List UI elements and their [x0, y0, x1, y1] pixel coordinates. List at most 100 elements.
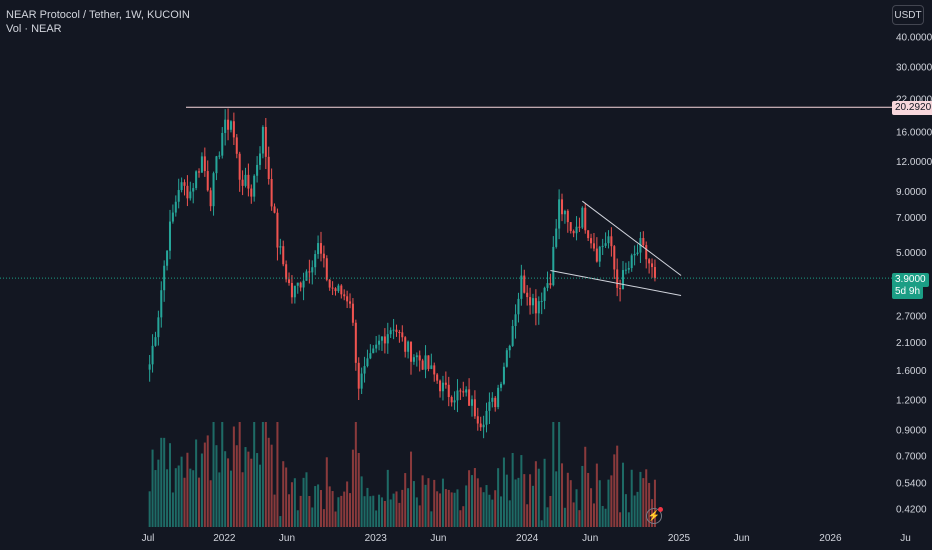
- volume-bar: [590, 488, 593, 527]
- candle-body: [488, 401, 491, 411]
- volume-bar: [633, 495, 636, 527]
- candle-body: [229, 121, 232, 130]
- candle-body: [470, 399, 474, 406]
- candle: [587, 230, 590, 241]
- candle-body: [157, 317, 160, 338]
- volume-bar: [485, 485, 488, 527]
- candle-body: [395, 329, 398, 332]
- volume-bars: [148, 422, 656, 527]
- price-axis[interactable]: 40.0000 30.0000 22.0000 16.0000 12.0000 9.000…: [896, 33, 932, 516]
- time-tick-label: 2024: [516, 533, 539, 544]
- candle-body: [540, 300, 543, 302]
- candle: [497, 384, 500, 410]
- candle-body: [604, 243, 607, 246]
- candle-body: [505, 350, 508, 367]
- price-tick-label: 1.2000: [896, 396, 927, 407]
- volume-bar: [375, 510, 378, 527]
- volume-bar: [261, 422, 264, 527]
- candle: [311, 260, 314, 285]
- candle: [198, 168, 201, 178]
- price-tick-label: 2.1000: [896, 338, 927, 349]
- candle-body: [256, 164, 259, 176]
- candle: [560, 193, 564, 222]
- candle: [227, 108, 230, 141]
- volume-bar: [180, 456, 183, 527]
- price-tick-label: 2.7000: [896, 312, 927, 323]
- candle: [494, 395, 497, 412]
- candle-body: [264, 126, 267, 157]
- volume-bar: [569, 480, 572, 527]
- volume-bar: [351, 449, 354, 527]
- symbol-title[interactable]: NEAR Protocol / Tether, 1W, KUCOIN: [6, 9, 190, 21]
- volume-bar: [540, 520, 543, 527]
- candle: [453, 391, 456, 410]
- volume-legend[interactable]: Vol · NEAR: [6, 23, 62, 35]
- volume-bar: [285, 467, 288, 527]
- candle: [305, 269, 308, 281]
- candle-body: [537, 301, 540, 314]
- candle-body: [439, 380, 442, 392]
- candle: [421, 358, 424, 370]
- candle-body: [346, 296, 349, 302]
- trendlines[interactable]: [550, 200, 682, 296]
- candle-body: [424, 355, 427, 370]
- candle: [427, 355, 430, 372]
- candle: [468, 378, 471, 406]
- currency-button[interactable]: USDT: [892, 5, 924, 25]
- candle-body: [514, 314, 517, 327]
- volume-bar: [450, 492, 453, 527]
- volume-bar: [529, 474, 532, 527]
- volume-bar: [293, 478, 296, 527]
- candle: [645, 241, 648, 269]
- volume-bar: [270, 444, 273, 527]
- candle: [610, 227, 613, 257]
- volume-bar: [468, 470, 471, 527]
- lightning-icon[interactable]: ⚡: [646, 507, 663, 524]
- volume-bar: [296, 510, 299, 527]
- candle: [563, 209, 566, 224]
- candle: [526, 285, 529, 306]
- volume-bar: [157, 459, 160, 527]
- candle: [148, 354, 151, 382]
- candle: [488, 392, 491, 425]
- price-tick-label: 12.0000: [896, 157, 932, 168]
- candle: [441, 375, 444, 401]
- candle: [378, 334, 381, 351]
- candle: [317, 235, 320, 259]
- candle: [584, 202, 587, 234]
- candle: [288, 272, 291, 286]
- candle-body: [238, 153, 241, 180]
- volume-bar: [616, 445, 619, 527]
- candle: [616, 258, 619, 297]
- candle-body: [166, 250, 169, 266]
- candle: [517, 292, 520, 323]
- candle: [256, 156, 259, 183]
- candle: [534, 289, 537, 326]
- volume-bar: [363, 496, 366, 527]
- volume-bar: [552, 422, 555, 527]
- candle-body: [645, 245, 648, 260]
- volume-bar: [267, 437, 270, 527]
- volume-bar: [447, 489, 450, 527]
- candle: [360, 367, 363, 395]
- candle: [363, 356, 366, 383]
- candle-body: [575, 226, 578, 234]
- time-tick-label: 2023: [365, 533, 388, 544]
- candle-body: [186, 185, 189, 199]
- candle: [331, 281, 334, 296]
- price-tick-label: 0.5400: [896, 478, 927, 489]
- candle-body: [328, 279, 331, 288]
- candle: [247, 163, 250, 197]
- candle-body: [378, 340, 381, 345]
- candle: [636, 244, 639, 256]
- candle-body: [555, 228, 558, 247]
- candle: [555, 219, 558, 249]
- volume-bar: [642, 478, 645, 527]
- volume-bar: [453, 492, 456, 527]
- time-axis[interactable]: Jul 2022 Jun 2023 Jun 2024 Jun 2025 Jun 2026 Ju: [142, 533, 911, 544]
- volume-bar: [386, 469, 389, 527]
- candle: [215, 155, 218, 181]
- volume-bar: [174, 468, 177, 527]
- volume-bar: [200, 453, 203, 527]
